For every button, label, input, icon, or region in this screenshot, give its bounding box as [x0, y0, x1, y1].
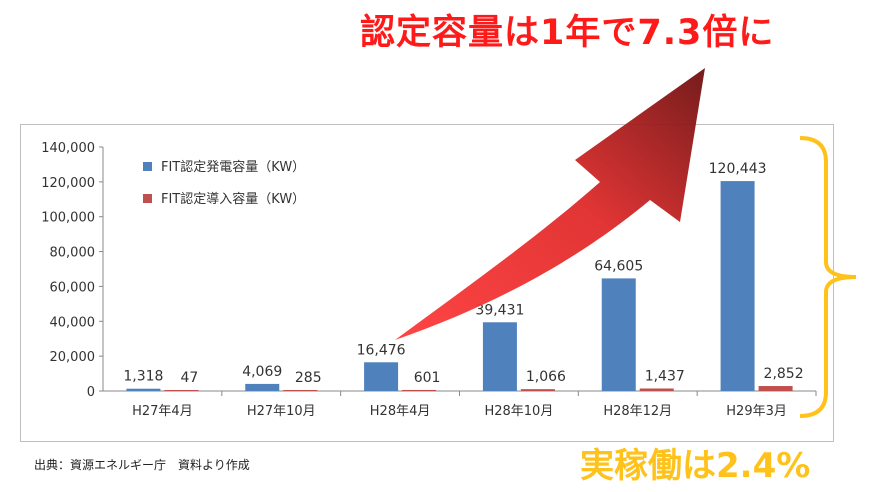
- x-tick-label: H28年10月: [484, 404, 553, 419]
- data-label: 601: [414, 370, 441, 386]
- bar-1: [720, 181, 755, 391]
- y-tick-label: 120,000: [41, 176, 95, 191]
- bracket-icon: [799, 136, 857, 418]
- bar-2: [520, 389, 555, 391]
- chart-panel: 0 20,000 40,000 60,000 80,000 100,000 120,000 1…: [20, 124, 834, 442]
- bar-2: [402, 389, 437, 391]
- legend-entry: FIT認定発電容量（KW）: [161, 159, 305, 175]
- legend-swatch-1: [143, 162, 152, 171]
- source-note: 出典：資源エネルギー庁 資料より作成: [34, 458, 250, 472]
- y-tick-label: 0: [87, 385, 95, 400]
- bar-2: [758, 386, 793, 391]
- headline: 認定容量は1年で7.3倍に: [360, 13, 775, 53]
- y-tick-label: 80,000: [50, 246, 96, 261]
- bar-1: [364, 362, 399, 391]
- data-label: 1,066: [526, 369, 566, 385]
- bar-1: [601, 278, 636, 391]
- x-tick-label: H27年4月: [132, 404, 193, 419]
- x-tick-label: H28年4月: [370, 404, 431, 419]
- x-tick-label: H28年12月: [603, 404, 672, 419]
- bar-2: [639, 388, 674, 391]
- bar-1: [482, 322, 517, 391]
- data-label: 16,476: [357, 342, 406, 358]
- data-label: 64,605: [594, 258, 643, 274]
- data-label: 4,069: [242, 364, 282, 380]
- x-tick-label: H27年10月: [247, 404, 316, 419]
- x-tick-label: H29年3月: [726, 404, 787, 419]
- data-label: 285: [295, 370, 322, 386]
- bar-chart: 0 20,000 40,000 60,000 80,000 100,000 120,000 1…: [41, 141, 817, 419]
- y-tick-label: 60,000: [50, 280, 96, 295]
- y-tick-label: 100,000: [41, 211, 95, 226]
- legend-entry: FIT認定導入容量（KW）: [161, 191, 305, 207]
- data-label: 1,437: [645, 368, 685, 384]
- y-tick-label: 40,000: [50, 315, 96, 330]
- bar-2: [164, 390, 199, 391]
- data-label: 1,318: [123, 369, 163, 385]
- bar-1: [126, 388, 161, 391]
- operation-rate-callout: 実稼働は2.4%: [580, 446, 811, 486]
- data-label: 120,443: [709, 161, 767, 177]
- y-tick-label: 140,000: [41, 141, 95, 156]
- data-label: 47: [181, 370, 199, 386]
- bar-2: [283, 390, 318, 391]
- bar-1: [245, 383, 280, 391]
- legend-swatch-2: [143, 194, 152, 203]
- y-tick-label: 20,000: [50, 350, 96, 365]
- data-label: 2,852: [764, 366, 804, 382]
- data-label: 39,431: [475, 302, 524, 318]
